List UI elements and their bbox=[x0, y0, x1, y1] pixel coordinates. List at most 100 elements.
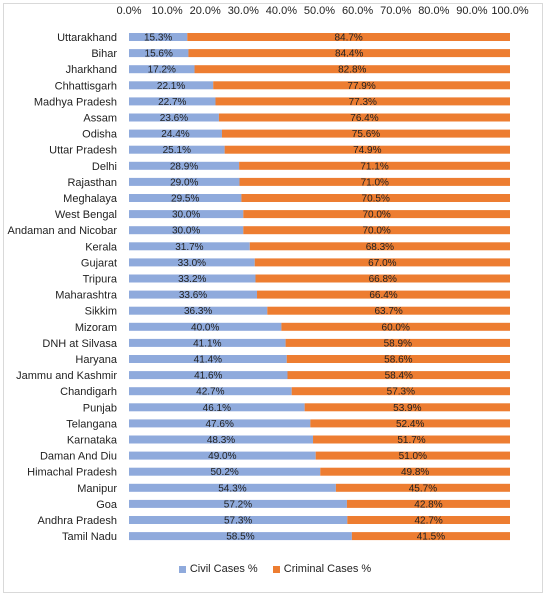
criminal-bar bbox=[315, 451, 510, 460]
civil-bar bbox=[129, 371, 288, 380]
civil-bar bbox=[129, 226, 244, 235]
criminal-bar bbox=[286, 355, 510, 363]
criminal-data-label: 58.6% bbox=[384, 355, 412, 366]
legend-item-civil: Civil Cases % bbox=[178, 563, 258, 575]
criminal-bar bbox=[239, 177, 511, 186]
criminal-data-label: 67.0% bbox=[368, 258, 396, 269]
category-label: Madhya Pradesh bbox=[34, 96, 117, 108]
category-label: Tamil Nadu bbox=[62, 531, 117, 543]
civil-bar bbox=[129, 532, 352, 541]
criminal-data-label: 84.4% bbox=[335, 49, 363, 60]
criminal-bar bbox=[346, 499, 510, 508]
civil-bar bbox=[129, 403, 305, 412]
criminal-data-label: 63.7% bbox=[374, 306, 402, 317]
category-label: Maharashtra bbox=[55, 290, 118, 302]
chart-frame bbox=[3, 3, 543, 593]
legend-label-criminal: Criminal Cases % bbox=[283, 563, 372, 575]
criminal-bar bbox=[213, 81, 511, 90]
criminal-data-label: 76.4% bbox=[350, 113, 378, 124]
x-tick-label: 20.0% bbox=[190, 5, 221, 17]
category-label: Rajasthan bbox=[67, 177, 117, 189]
category-label: Uttarakhand bbox=[57, 32, 117, 44]
criminal-bar bbox=[243, 210, 511, 219]
category-label: Haryana bbox=[75, 354, 117, 366]
criminal-bar bbox=[224, 145, 511, 154]
civil-bar bbox=[129, 49, 189, 58]
civil-data-label: 36.3% bbox=[184, 306, 212, 317]
criminal-data-label: 52.4% bbox=[396, 419, 424, 430]
criminal-data-label: 49.8% bbox=[401, 467, 429, 478]
civil-data-label: 33.6% bbox=[179, 290, 207, 301]
civil-data-label: 33.2% bbox=[178, 274, 206, 285]
x-tick-label: 30.0% bbox=[228, 5, 259, 17]
category-label: Chhattisgarh bbox=[55, 80, 117, 92]
x-tick-label: 40.0% bbox=[266, 5, 297, 17]
category-label: West Bengal bbox=[55, 209, 117, 221]
criminal-data-label: 74.9% bbox=[353, 145, 381, 156]
civil-bar bbox=[129, 516, 348, 524]
legend-swatch-criminal bbox=[272, 565, 280, 573]
civil-data-label: 41.1% bbox=[193, 338, 221, 349]
civil-data-label: 25.1% bbox=[163, 145, 191, 156]
x-tick-label: 50.0% bbox=[304, 5, 335, 17]
civil-data-label: 24.4% bbox=[161, 129, 189, 140]
civil-data-label: 33.0% bbox=[178, 258, 206, 269]
criminal-data-label: 70.0% bbox=[362, 226, 390, 237]
criminal-data-label: 66.8% bbox=[369, 274, 397, 285]
criminal-bar bbox=[257, 290, 510, 299]
civil-bar bbox=[129, 338, 286, 347]
civil-data-label: 41.6% bbox=[194, 371, 222, 382]
civil-bar bbox=[129, 177, 240, 186]
criminal-data-label: 66.4% bbox=[369, 290, 397, 301]
civil-bar bbox=[129, 113, 219, 122]
civil-data-label: 42.7% bbox=[196, 387, 224, 398]
civil-bar bbox=[129, 33, 188, 41]
category-label: Delhi bbox=[92, 161, 117, 173]
criminal-bar bbox=[221, 129, 511, 138]
civil-bar bbox=[129, 322, 282, 331]
category-label: Karnataka bbox=[67, 435, 118, 447]
category-label: Manipur bbox=[77, 483, 117, 495]
civil-data-label: 58.5% bbox=[226, 532, 254, 543]
x-tick-label: 10.0% bbox=[151, 5, 182, 17]
civil-bar bbox=[129, 306, 268, 315]
criminal-data-label: 45.7% bbox=[409, 483, 437, 494]
legend-label-civil: Civil Cases % bbox=[189, 563, 258, 575]
civil-data-label: 29.5% bbox=[171, 194, 199, 205]
civil-bar bbox=[129, 161, 240, 170]
civil-bar bbox=[129, 65, 195, 74]
category-label: Bihar bbox=[91, 48, 117, 60]
criminal-data-label: 77.9% bbox=[347, 81, 375, 92]
criminal-bar bbox=[239, 161, 510, 170]
criminal-bar bbox=[243, 226, 511, 235]
criminal-bar bbox=[351, 532, 510, 541]
civil-bar bbox=[129, 483, 336, 492]
criminal-data-label: 68.3% bbox=[366, 242, 394, 253]
category-label: DNH at Silvasa bbox=[42, 338, 117, 350]
x-tick-label: 0.0% bbox=[116, 5, 141, 17]
civil-data-label: 47.6% bbox=[205, 419, 233, 430]
civil-data-label: 57.2% bbox=[224, 499, 252, 510]
criminal-bar bbox=[241, 194, 510, 202]
category-label: Goa bbox=[96, 499, 118, 511]
category-label: Assam bbox=[83, 113, 117, 125]
x-tick-label: 90.0% bbox=[456, 5, 487, 17]
category-label: Jharkhand bbox=[66, 64, 117, 76]
criminal-bar bbox=[254, 258, 510, 267]
criminal-bar bbox=[320, 467, 510, 476]
civil-data-label: 48.3% bbox=[207, 435, 235, 446]
x-tick-label: 100.0% bbox=[491, 5, 529, 17]
category-label: Sikkim bbox=[85, 306, 117, 318]
category-label: Punjab bbox=[83, 402, 117, 414]
category-label: Meghalaya bbox=[63, 193, 118, 205]
civil-data-label: 46.1% bbox=[203, 403, 231, 414]
civil-bar bbox=[129, 242, 250, 251]
criminal-bar bbox=[287, 371, 510, 380]
civil-data-label: 31.7% bbox=[175, 242, 203, 253]
category-label: Tripura bbox=[83, 274, 118, 286]
criminal-bar bbox=[187, 33, 510, 41]
criminal-bar bbox=[310, 419, 510, 428]
civil-bar bbox=[129, 97, 216, 106]
criminal-bar bbox=[304, 403, 510, 412]
